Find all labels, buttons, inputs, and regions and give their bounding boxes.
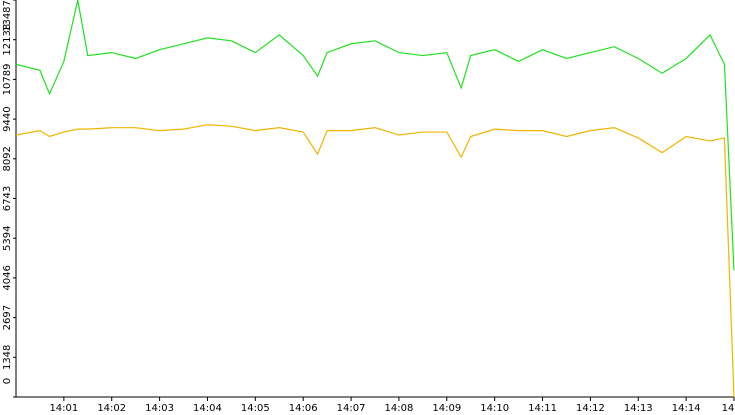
x-tick-label: 14 bbox=[722, 403, 735, 414]
y-tick-label: 6743 bbox=[2, 186, 13, 211]
series-line bbox=[15, 0, 735, 271]
x-tick-label: 14:11 bbox=[528, 403, 557, 414]
y-tick-label: 13487 bbox=[2, 0, 13, 32]
y-tick-label: 5394 bbox=[2, 225, 13, 250]
x-tick-label: 14:09 bbox=[432, 403, 461, 414]
y-tick-label: 4046 bbox=[2, 265, 13, 290]
x-tick-label: 14:07 bbox=[337, 403, 366, 414]
x-tick-label: 14:10 bbox=[480, 403, 509, 414]
series-line bbox=[15, 124, 735, 398]
x-tick-label: 14:04 bbox=[193, 403, 222, 414]
x-tick-label: 14:06 bbox=[289, 403, 318, 414]
y-tick-label: 12138 bbox=[2, 24, 13, 56]
y-tick-label: 2697 bbox=[2, 305, 13, 330]
x-tick-label: 14:03 bbox=[145, 403, 174, 414]
x-tick-label: 14:12 bbox=[576, 403, 605, 414]
x-tick-label: 14:13 bbox=[624, 403, 653, 414]
x-tick-label: 14:02 bbox=[97, 403, 126, 414]
y-tick-label: 9440 bbox=[2, 106, 13, 131]
x-tick-label: 14:08 bbox=[385, 403, 414, 414]
y-tick-label: 1348 bbox=[2, 345, 13, 370]
x-tick-label: 14:14 bbox=[672, 403, 701, 414]
y-tick-label: 10789 bbox=[2, 64, 13, 96]
x-tick-label: 14:01 bbox=[49, 403, 78, 414]
y-tick-label: 0 bbox=[2, 378, 13, 384]
x-tick-label: 14:05 bbox=[241, 403, 270, 414]
y-tick-label: 8092 bbox=[2, 146, 13, 171]
